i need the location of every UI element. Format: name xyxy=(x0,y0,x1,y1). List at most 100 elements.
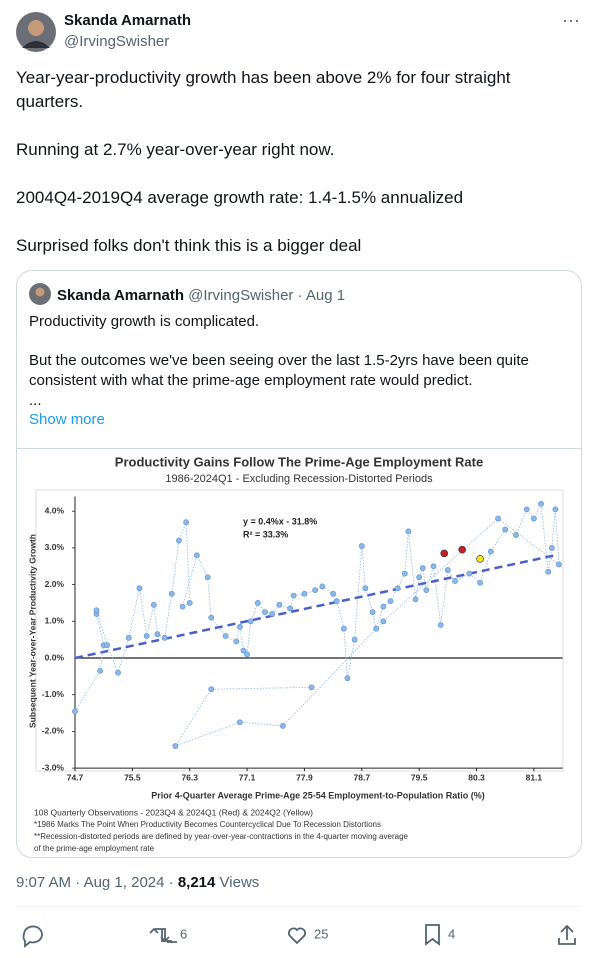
quote-header: Skanda Amarnath @IrvingSwisher · Aug 1 xyxy=(57,287,345,304)
reply-icon[interactable] xyxy=(22,925,43,948)
x-tick-label: 77.9 xyxy=(296,772,313,782)
quote-card[interactable]: Skanda Amarnath @IrvingSwisher · Aug 1 P… xyxy=(16,270,582,858)
point xyxy=(193,552,200,559)
footnote: of the prime-age employment rate xyxy=(34,844,155,853)
show-more[interactable]: Show more xyxy=(29,411,105,428)
point xyxy=(154,631,161,638)
chart-title: Productivity Gains Follow The Prime-Age … xyxy=(115,454,483,469)
point xyxy=(358,543,365,549)
plot-frame xyxy=(35,489,564,772)
divider xyxy=(16,906,582,907)
point xyxy=(262,609,268,616)
point xyxy=(176,537,182,544)
tweet-line: Year-year-productivity growth has been a… xyxy=(16,68,511,87)
retweet-icon[interactable] xyxy=(149,927,177,943)
tweet-line: 2004Q4-2019Q4 average growth rate: 1.4-1… xyxy=(16,188,464,207)
point xyxy=(477,579,484,586)
point xyxy=(487,548,494,555)
point xyxy=(183,519,190,526)
views-label: Views xyxy=(219,874,260,891)
footnote: **Recession-distorted periods are define… xyxy=(34,832,409,841)
y-tick-label: -2.0% xyxy=(42,726,65,736)
y-tick-label: 4.0% xyxy=(45,505,65,515)
actions: 6 25 4 xyxy=(22,924,576,948)
point xyxy=(502,526,509,533)
point xyxy=(362,585,369,592)
x-tick-label: 79.5 xyxy=(411,772,428,782)
annotation: R² = 33.3% xyxy=(243,529,288,539)
point xyxy=(380,618,387,625)
point xyxy=(458,545,466,554)
point xyxy=(556,561,562,568)
point xyxy=(115,669,121,676)
footnote: *1986 Marks The Point When Productivity … xyxy=(34,820,381,829)
point xyxy=(548,545,555,551)
point xyxy=(301,590,308,597)
point xyxy=(143,633,150,639)
quote-line: ... xyxy=(29,392,42,409)
x-tick-label: 74.7 xyxy=(67,772,84,782)
point xyxy=(237,623,243,630)
point xyxy=(416,574,423,581)
point xyxy=(179,603,186,610)
chart-subtitle: 1986-2024Q1 - Excluding Recession-Distor… xyxy=(165,473,433,485)
point xyxy=(369,609,376,616)
point xyxy=(373,625,380,632)
point xyxy=(419,565,426,571)
annotation: y = 0.4%x - 31.8% xyxy=(243,516,317,526)
more-button[interactable]: ··· xyxy=(562,10,580,30)
point xyxy=(168,590,175,597)
y-axis-title: Subsequent Year-over-Year Productivity G… xyxy=(27,534,37,728)
point xyxy=(552,506,559,513)
x-axis-title: Prior 4-Quarter Average Prime-Age 25-54 … xyxy=(151,790,484,800)
x-tick-label: 81.1 xyxy=(526,772,543,782)
y-tick-label: 3.0% xyxy=(45,542,65,552)
point xyxy=(125,634,132,641)
author-handle[interactable]: @IrvingSwisher xyxy=(64,33,170,50)
tweet-line: quarters. xyxy=(16,92,84,111)
point xyxy=(161,634,168,641)
quote-line: consistent with what the prime-age emplo… xyxy=(29,372,473,389)
point xyxy=(186,600,193,606)
bookmark-icon[interactable] xyxy=(425,924,440,946)
share-icon[interactable] xyxy=(558,924,576,945)
like-icon[interactable] xyxy=(288,927,306,945)
point xyxy=(437,622,444,628)
point xyxy=(476,555,484,563)
point xyxy=(412,596,419,603)
point xyxy=(280,722,286,729)
avatar[interactable] xyxy=(16,12,56,52)
time: 9:07 AM xyxy=(16,874,72,891)
quote-line xyxy=(29,332,529,351)
views: 8,214 xyxy=(177,874,216,891)
point xyxy=(423,587,430,594)
quote-text: Productivity growth is complicated. But t… xyxy=(29,312,529,411)
point xyxy=(308,684,315,691)
point xyxy=(444,567,451,573)
point xyxy=(430,563,437,570)
tweet-text: Year-year-productivity growth has been a… xyxy=(16,66,511,258)
author-name[interactable]: Skanda Amarnath xyxy=(64,12,191,29)
quote-name: Skanda Amarnath xyxy=(57,287,184,304)
connector xyxy=(74,502,560,747)
y-tick-label: 1.0% xyxy=(45,616,65,626)
point xyxy=(240,647,247,654)
x-tick-label: 80.3 xyxy=(468,772,485,782)
footnote: 108 Quarterly Observations - 2023Q4 & 20… xyxy=(34,807,313,817)
quote-handle: @IrvingSwisher xyxy=(188,287,294,304)
point xyxy=(340,625,347,632)
point xyxy=(545,568,552,575)
y-tick-label: -1.0% xyxy=(42,689,65,699)
point xyxy=(319,583,326,590)
meta: 9:07 AM · Aug 1, 2024 · 8,214 Views xyxy=(16,874,260,891)
x-tick-label: 75.5 xyxy=(124,772,141,782)
point xyxy=(208,614,215,621)
point xyxy=(97,667,103,674)
trend-line xyxy=(74,554,556,660)
point xyxy=(269,611,276,617)
point xyxy=(452,578,458,584)
y-tick-label: -3.0% xyxy=(42,762,65,772)
point xyxy=(394,585,401,592)
point xyxy=(290,592,297,599)
